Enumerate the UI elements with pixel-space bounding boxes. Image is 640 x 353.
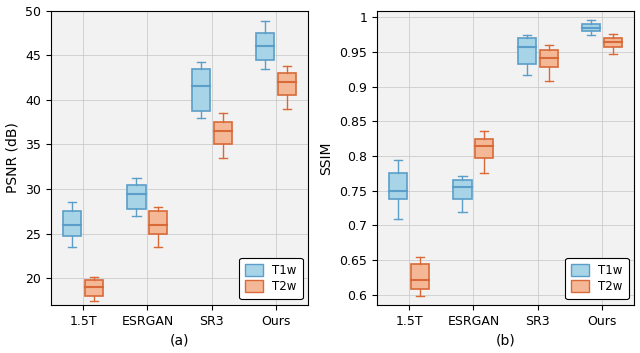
Bar — [476, 139, 493, 157]
Bar — [604, 38, 622, 47]
Y-axis label: SSIM: SSIM — [319, 141, 333, 175]
Bar — [127, 185, 145, 209]
Bar — [540, 50, 558, 67]
Bar — [256, 33, 275, 60]
Bar — [214, 122, 232, 144]
Legend: T1w, T2w: T1w, T2w — [239, 258, 303, 299]
X-axis label: (a): (a) — [170, 334, 189, 347]
Bar — [454, 180, 472, 199]
Bar — [389, 173, 407, 199]
Bar — [63, 211, 81, 235]
Bar — [411, 264, 429, 289]
Bar — [278, 73, 296, 95]
Bar — [518, 38, 536, 64]
Legend: T1w, T2w: T1w, T2w — [565, 258, 628, 299]
Bar — [582, 24, 600, 31]
Bar — [85, 280, 103, 296]
X-axis label: (b): (b) — [496, 334, 515, 347]
Bar — [192, 68, 210, 110]
Y-axis label: PSNR (dB): PSNR (dB) — [6, 122, 20, 193]
Bar — [149, 211, 168, 234]
